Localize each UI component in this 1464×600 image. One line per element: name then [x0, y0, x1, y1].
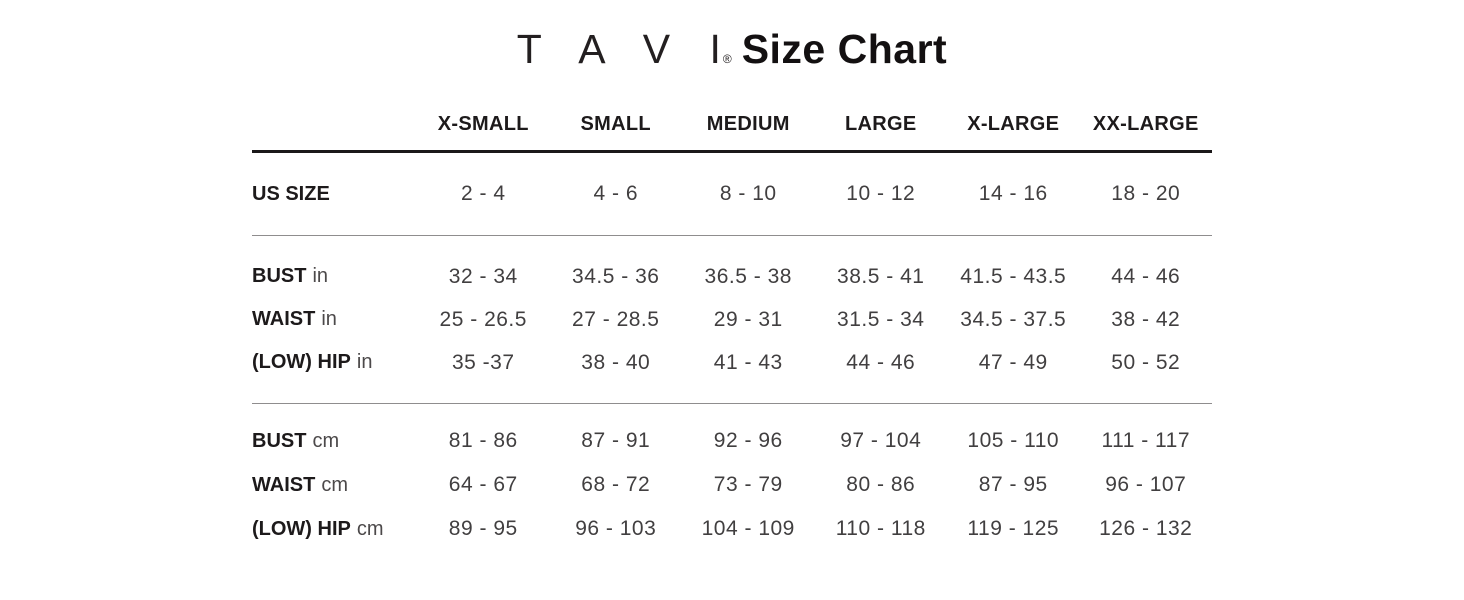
size-cell: 119 - 125: [967, 517, 1060, 540]
size-cell: 80 - 86: [846, 473, 916, 496]
brand-logo: T A V I: [516, 26, 735, 72]
size-cell: 32 - 34: [448, 264, 518, 288]
table-row: US SIZE 2 - 4 4 - 6 8 - 10 10 - 12 14 - …: [252, 153, 1212, 235]
size-cell: 87 - 91: [581, 429, 651, 452]
size-cell: 41.5 - 43.5: [960, 264, 1067, 288]
size-cell: 35 -37: [451, 350, 515, 374]
row-label: BUST cm: [252, 429, 340, 452]
size-cell: 44 - 46: [846, 350, 916, 374]
table-row: WAIST in 25 - 26.5 27 - 28.5 29 - 31 31.5…: [252, 298, 1212, 341]
size-cell: 92 - 96: [713, 429, 783, 452]
size-cell: 27 - 28.5: [572, 307, 660, 331]
size-cell: 31.5 - 34: [837, 307, 925, 331]
row-label: US SIZE: [252, 182, 330, 205]
table-row: BUST in 32 - 34 34.5 - 36 36.5 - 38 38.5 …: [252, 255, 1212, 298]
size-cell: 34.5 - 36: [572, 264, 660, 288]
size-cell: 10 - 12: [846, 182, 916, 205]
column-header-small: SMALL: [580, 113, 651, 135]
size-cell: 87 - 95: [978, 473, 1048, 496]
size-cell: 96 - 107: [1105, 473, 1187, 496]
size-cell: 34.5 - 37.5: [960, 307, 1067, 331]
size-cell: 38 - 40: [581, 350, 651, 374]
page-title-text: Size Chart: [741, 26, 948, 72]
size-cell: 25 - 26.5: [439, 307, 527, 331]
size-cell: 36.5 - 38: [704, 264, 792, 288]
size-cell: 68 - 72: [581, 473, 651, 496]
size-cell: 14 - 16: [978, 182, 1048, 205]
size-cell: 81 - 86: [448, 429, 518, 452]
size-chart-table: X-SMALL SMALL MEDIUM LARGE X-LARGE XX-LA…: [252, 97, 1212, 566]
table-row: (LOW) HIP cm 89 - 95 96 - 103 104 - 109 1…: [252, 507, 1212, 551]
section-centimeters: BUST cm 81 - 86 87 - 91 92 - 96 97 - 104 …: [252, 404, 1212, 566]
size-cell: 97 - 104: [840, 429, 922, 452]
row-label: (LOW) HIP cm: [252, 517, 384, 540]
row-label: WAIST in: [252, 308, 337, 330]
size-cell: 8 - 10: [719, 182, 777, 205]
size-cell: 50 - 52: [1111, 350, 1181, 374]
size-cell: 104 - 109: [701, 517, 795, 540]
unit-label: cm: [356, 517, 384, 540]
table-header-row: X-SMALL SMALL MEDIUM LARGE X-LARGE XX-LA…: [252, 97, 1212, 153]
size-cell: 89 - 95: [448, 517, 518, 540]
size-cell: 111 - 117: [1101, 429, 1191, 452]
table-row: WAIST cm 64 - 67 68 - 72 73 - 79 80 - 86 …: [252, 463, 1212, 507]
unit-label: cm: [321, 473, 349, 496]
unit-label: in: [356, 351, 373, 373]
size-cell: 110 - 118: [835, 517, 926, 540]
size-cell: 18 - 20: [1111, 182, 1181, 205]
size-cell: 96 - 103: [575, 517, 657, 540]
section-inches: BUST in 32 - 34 34.5 - 36 36.5 - 38 38.5 …: [252, 236, 1212, 404]
page-title: T A V I® Size Chart: [0, 0, 1464, 73]
size-cell: 2 - 4: [460, 182, 506, 205]
unit-label: cm: [312, 429, 340, 452]
size-cell: 73 - 79: [713, 473, 783, 496]
column-header-xx-large: XX-LARGE: [1092, 113, 1199, 135]
unit-label: in: [321, 308, 337, 330]
row-label: BUST in: [252, 265, 329, 287]
size-cell: 4 - 6: [593, 182, 639, 205]
table-row: BUST cm 81 - 86 87 - 91 92 - 96 97 - 104 …: [252, 419, 1212, 463]
section-us-size: US SIZE 2 - 4 4 - 6 8 - 10 10 - 12 14 - …: [252, 153, 1212, 236]
size-cell: 38.5 - 41: [837, 264, 925, 288]
column-header-x-large: X-LARGE: [967, 113, 1060, 135]
row-label: WAIST cm: [252, 473, 349, 496]
table-row: (LOW) HIP in 35 -37 38 - 40 41 - 43 44 - …: [252, 341, 1212, 384]
unit-label: in: [312, 265, 329, 287]
registered-trademark-icon: ®: [722, 52, 732, 66]
column-header-medium: MEDIUM: [706, 113, 790, 135]
column-header-large: LARGE: [845, 113, 917, 135]
size-cell: 44 - 46: [1111, 264, 1181, 288]
size-cell: 126 - 132: [1099, 517, 1193, 540]
row-label: (LOW) HIP in: [252, 351, 373, 373]
size-cell: 64 - 67: [448, 473, 518, 496]
size-cell: 29 - 31: [713, 307, 783, 331]
size-cell: 41 - 43: [713, 350, 783, 374]
size-cell: 47 - 49: [978, 350, 1048, 374]
column-header-x-small: X-SMALL: [437, 113, 529, 135]
size-cell: 38 - 42: [1111, 307, 1181, 331]
size-cell: 105 - 110: [967, 429, 1060, 452]
